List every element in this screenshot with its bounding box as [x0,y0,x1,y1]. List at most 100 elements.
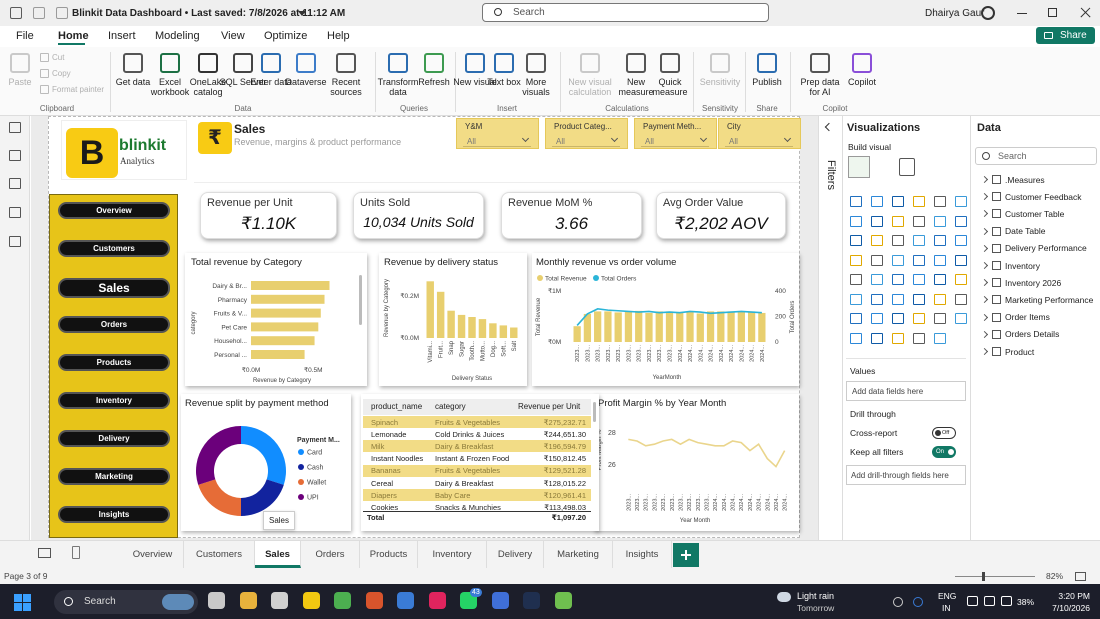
view-icon[interactable] [9,122,21,133]
visual-type-icon[interactable] [955,293,967,305]
visual-type-icon[interactable] [850,235,862,246]
fit-page-icon[interactable] [1075,572,1086,581]
start-logo-tile[interactable] [23,603,31,611]
visual-type-icon[interactable] [913,274,925,285]
page-tab[interactable]: Products [360,541,418,568]
ribbon-button[interactable]: Recent sources [330,77,362,97]
nav-button[interactable]: Customers [58,240,170,257]
page-tab[interactable]: Insights [613,541,672,568]
data-field[interactable]: .Measures [1005,174,1045,185]
visual-type-icon[interactable] [871,235,883,246]
data-field[interactable]: Delivery Performance [1005,243,1087,254]
data-field[interactable]: Customer Table [1005,208,1065,219]
view-icon[interactable] [9,236,21,247]
taskbar-app[interactable] [239,592,257,609]
nav-button[interactable]: Products [58,354,170,371]
menu-tab[interactable]: Optimize [264,30,308,42]
visual-type-icon[interactable] [913,196,925,207]
ribbon-button[interactable]: Enter data [250,77,292,87]
data-field[interactable]: Order Items [1005,312,1050,323]
quick-access-icon[interactable] [10,7,22,19]
ribbon-button[interactable]: Publish [752,77,782,87]
ribbon-button[interactable]: OneLake catalog [189,77,227,97]
data-field[interactable]: Marketing Performance [1005,294,1094,305]
ribbon-button[interactable]: Text box [487,77,521,87]
ribbon-button[interactable]: More visuals [522,77,550,97]
slicer[interactable]: City All [718,118,801,149]
quick-access-icon[interactable] [33,7,45,19]
tray-icon[interactable] [893,597,903,607]
visual-type-icon[interactable] [892,254,904,266]
visual-type-icon[interactable] [955,274,967,285]
tray-icon[interactable] [1001,596,1012,606]
visual-type-icon[interactable] [850,313,862,324]
visual-type-icon[interactable] [955,215,967,227]
visual-type-icon[interactable] [871,293,883,305]
toggle-on[interactable]: On [932,446,956,458]
format-visual-icon[interactable] [899,158,915,176]
tray-icon[interactable] [967,596,978,606]
zoom-thumb[interactable] [982,572,985,581]
ribbon-button[interactable]: New visual [453,77,497,87]
data-field[interactable]: Date Table [1005,226,1046,237]
slicer[interactable]: Y&M All [456,118,539,149]
visual-type-icon[interactable] [871,196,883,207]
visual-type-icon[interactable] [850,215,862,227]
ribbon-small-button[interactable]: Cut [52,53,65,62]
user-avatar[interactable] [981,6,995,20]
share-button[interactable]: Share [1036,27,1095,44]
ribbon-small-button[interactable]: Format painter [52,85,105,94]
menu-tab[interactable]: Home [58,30,89,42]
taskbar-search[interactable]: Search [54,590,198,614]
visual-type-icon[interactable] [871,313,883,324]
visual-type-icon[interactable] [955,196,967,207]
nav-button[interactable]: Orders [58,316,170,333]
ribbon-button[interactable]: New visual calculation [568,77,612,97]
ribbon-button[interactable]: Paste [8,77,32,87]
view-toggle[interactable] [38,548,51,558]
slicer[interactable]: Payment Meth... All [634,118,717,149]
ribbon-button[interactable]: Get data [115,77,151,87]
page-tab[interactable]: Orders [301,541,360,568]
visual-type-icon[interactable] [913,215,925,227]
filters-label[interactable]: Filters [825,160,837,190]
nav-button[interactable]: Overview [58,202,170,219]
view-icon[interactable] [9,178,21,189]
field-well[interactable]: Add data fields here [846,381,966,401]
menu-tab[interactable]: Insert [108,30,136,42]
visual-type-icon[interactable] [955,254,967,266]
taskbar-app[interactable] [523,592,540,609]
zoom-slider[interactable] [955,576,1035,577]
visual-type-icon[interactable] [892,196,904,207]
taskbar-app[interactable] [491,592,509,609]
ribbon-button[interactable]: SQL Server [219,77,267,87]
visual-type-icon[interactable] [850,196,862,207]
taskbar-app[interactable] [397,592,414,609]
visual-type-icon[interactable] [850,254,862,266]
nav-button[interactable]: Marketing [58,468,170,485]
field-well[interactable]: Add drill-through fields here [846,465,966,485]
nav-button[interactable]: Inventory [58,392,170,409]
ribbon-button[interactable]: Prep data for AI [800,77,840,97]
visual-type-icon[interactable] [892,215,904,227]
page-tab[interactable]: Inventory [418,541,487,568]
start-logo-tile[interactable] [14,603,22,611]
visual-type-icon[interactable] [892,274,904,285]
visual-type-icon[interactable] [850,293,862,305]
menu-tab[interactable]: View [221,30,245,42]
data-field[interactable]: Inventory [1005,260,1040,271]
build-visual-icon[interactable] [848,156,870,178]
data-field[interactable]: Customer Feedback [1005,191,1082,202]
page-tab[interactable]: Marketing [544,541,613,568]
toggle-off[interactable]: Off [932,427,956,439]
taskbar-app[interactable] [334,592,351,609]
search-box[interactable]: Search [482,3,769,22]
data-field[interactable]: Product [1005,346,1035,357]
visual-type-icon[interactable] [871,215,883,227]
taskbar-app[interactable] [271,592,288,609]
weather-icon[interactable] [777,592,791,602]
visual-type-icon[interactable] [871,332,883,344]
menu-tab[interactable]: Modeling [155,30,200,42]
start-logo-tile[interactable] [14,594,22,602]
menu-tab[interactable]: File [16,30,34,42]
